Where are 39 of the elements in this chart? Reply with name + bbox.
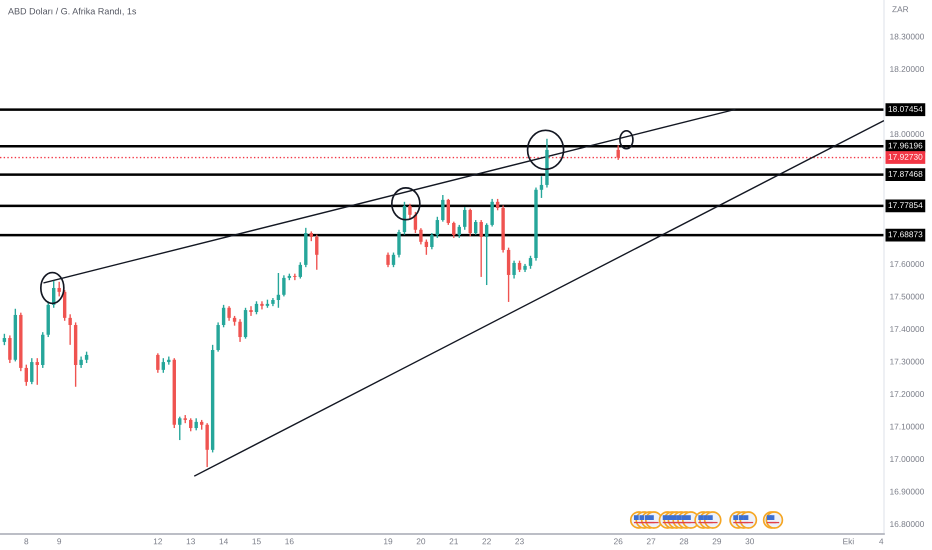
x-tick-label: 19 (384, 538, 392, 544)
ref-line-label: 17.77854 (888, 202, 923, 208)
x-tick-label: 9 (57, 538, 62, 544)
y-tick-label: 17.10000 (890, 424, 924, 430)
y-tick-label: 17.00000 (890, 456, 924, 462)
x-tick-label: 15 (252, 538, 261, 544)
x-tick-label: 26 (614, 538, 622, 544)
text: ABD Doları / G. Afrika Randı, 1s (8, 8, 136, 16)
y-tick-label: 16.90000 (890, 488, 924, 495)
x-tick-label: 28 (680, 538, 688, 544)
ref-line-label: 17.87468 (888, 170, 922, 177)
y-tick-label: 17.30000 (890, 358, 924, 365)
x-tick-label: 30 (745, 538, 754, 544)
x-tick-label: 12 (154, 538, 162, 544)
x-tick-label: 20 (416, 538, 426, 544)
x-tick-label: 13 (186, 538, 195, 544)
ref-line-label: 17.68873 (888, 231, 922, 238)
y-axis-title: ZAR (892, 6, 908, 12)
y-tick-label: 18.20000 (890, 66, 924, 72)
ref-line-label: 17.92730 (888, 154, 922, 160)
x-tick-label: 27 (646, 538, 656, 544)
x-tick-label: Eki (843, 538, 854, 544)
x-tick-label: 8 (24, 538, 28, 544)
x-tick-label: 29 (712, 538, 722, 544)
y-tick-label: 16.80000 (890, 521, 924, 528)
y-tick-label: 17.50000 (890, 294, 924, 300)
ref-line-label: 18.07454 (888, 106, 923, 112)
x-tick-label: 21 (450, 538, 458, 544)
y-tick-label: 18.30000 (890, 34, 924, 40)
x-tick-label: 23 (515, 538, 524, 544)
ref-line-label: 17.96196 (888, 142, 922, 149)
y-tick-label: 18.00000 (890, 131, 924, 138)
y-tick-label: 17.60000 (890, 261, 924, 268)
x-tick-label: 22 (482, 538, 491, 544)
y-tick-label: 17.20000 (890, 391, 924, 398)
x-tick-label: 16 (285, 538, 294, 544)
x-tick-label: 14 (220, 538, 228, 544)
y-tick-label: 17.40000 (890, 326, 924, 332)
x-tick-label: 4 (879, 538, 884, 544)
